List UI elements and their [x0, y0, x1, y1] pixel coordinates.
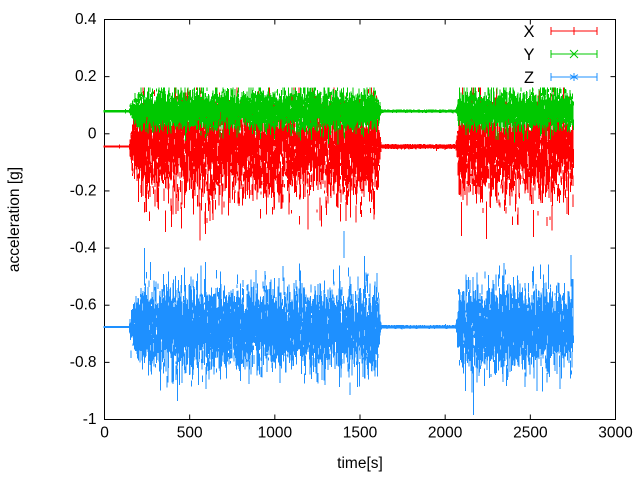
- svg-text:2500: 2500: [513, 425, 548, 442]
- svg-text:0: 0: [88, 125, 97, 142]
- svg-text:0: 0: [100, 425, 109, 442]
- svg-text:1500: 1500: [343, 425, 378, 442]
- svg-text:500: 500: [177, 425, 203, 442]
- svg-text:X: X: [523, 23, 534, 41]
- svg-text:time[s]: time[s]: [337, 455, 383, 472]
- svg-text:1000: 1000: [258, 425, 293, 442]
- svg-text:0.4: 0.4: [75, 11, 97, 28]
- svg-text:0.2: 0.2: [75, 68, 97, 85]
- svg-text:acceleration [g]: acceleration [g]: [6, 167, 23, 272]
- svg-text:-0.6: -0.6: [70, 297, 97, 314]
- svg-text:Z: Z: [524, 69, 534, 87]
- svg-text:3000: 3000: [598, 425, 633, 442]
- svg-text:-0.8: -0.8: [70, 354, 97, 371]
- svg-text:-0.2: -0.2: [70, 182, 97, 199]
- svg-text:Y: Y: [523, 46, 534, 64]
- svg-text:-1: -1: [83, 411, 97, 428]
- svg-text:2000: 2000: [428, 425, 463, 442]
- svg-text:-0.4: -0.4: [70, 240, 97, 257]
